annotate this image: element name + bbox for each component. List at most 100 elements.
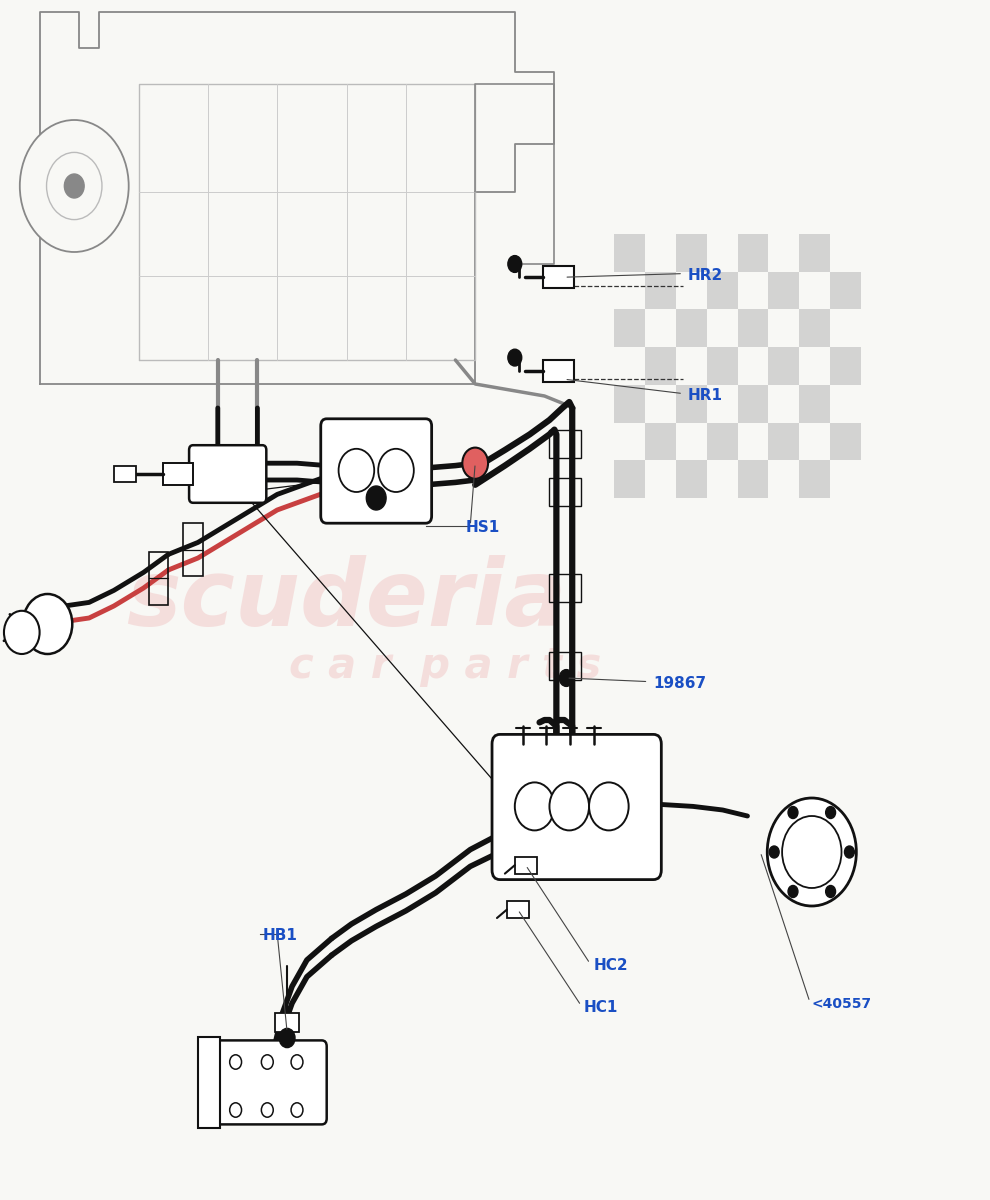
Bar [507, 901, 529, 918]
Bar [614, 234, 644, 271]
Text: c a r  p a r t s: c a r p a r t s [289, 646, 602, 686]
Circle shape [378, 449, 414, 492]
Circle shape [47, 152, 102, 220]
Bar [831, 234, 861, 271]
Circle shape [826, 806, 836, 818]
Circle shape [826, 886, 836, 898]
Text: HC1: HC1 [584, 1001, 619, 1015]
Bar [831, 422, 861, 461]
Bar [831, 385, 861, 422]
Bar [675, 422, 707, 461]
Bar [738, 385, 768, 422]
Circle shape [769, 846, 779, 858]
Bar [738, 271, 768, 310]
Bar [644, 271, 675, 310]
Bar [515, 857, 537, 874]
Bar [800, 234, 831, 271]
Bar [738, 461, 768, 498]
Bar [831, 461, 861, 498]
Circle shape [508, 256, 522, 272]
Text: 19867: 19867 [653, 677, 707, 691]
Bar [675, 385, 707, 422]
Bar [543, 266, 574, 288]
Bar [768, 385, 800, 422]
Bar [675, 347, 707, 385]
Circle shape [20, 120, 129, 252]
Bar [614, 385, 644, 422]
Circle shape [291, 1055, 303, 1069]
Bar [707, 422, 738, 461]
Bar [800, 310, 831, 347]
Bar [768, 271, 800, 310]
Bar [768, 461, 800, 498]
FancyBboxPatch shape [213, 1040, 327, 1124]
Bar [614, 422, 644, 461]
Circle shape [788, 806, 798, 818]
Bar [275, 1013, 299, 1032]
Bar [675, 234, 707, 271]
Circle shape [767, 798, 856, 906]
Circle shape [230, 1055, 242, 1069]
Bar [707, 385, 738, 422]
Circle shape [4, 611, 40, 654]
Circle shape [261, 1055, 273, 1069]
Bar [163, 463, 193, 485]
Text: HR2: HR2 [688, 269, 724, 283]
Text: HS1: HS1 [465, 521, 500, 535]
Bar [148, 552, 168, 605]
Circle shape [261, 1103, 273, 1117]
Circle shape [462, 448, 488, 479]
Bar [707, 234, 738, 271]
Bar [800, 461, 831, 498]
Bar [831, 347, 861, 385]
Text: HR1: HR1 [688, 389, 723, 403]
Bar [183, 523, 203, 576]
Bar [738, 234, 768, 271]
Bar [543, 360, 574, 382]
Bar [800, 271, 831, 310]
Bar [768, 310, 800, 347]
Bar [707, 347, 738, 385]
Circle shape [291, 1103, 303, 1117]
Circle shape [782, 816, 842, 888]
Bar [707, 271, 738, 310]
Circle shape [515, 782, 554, 830]
Bar [644, 461, 675, 498]
Bar [800, 385, 831, 422]
Circle shape [788, 886, 798, 898]
Circle shape [23, 594, 72, 654]
FancyBboxPatch shape [321, 419, 432, 523]
Bar [707, 310, 738, 347]
Bar [675, 271, 707, 310]
Bar [614, 271, 644, 310]
Circle shape [366, 486, 386, 510]
Circle shape [559, 670, 573, 686]
Bar [707, 461, 738, 498]
Bar [614, 461, 644, 498]
Bar [549, 478, 581, 506]
Circle shape [844, 846, 854, 858]
Bar [644, 385, 675, 422]
Circle shape [589, 782, 629, 830]
Bar [768, 234, 800, 271]
Bar [198, 1037, 220, 1128]
Text: scuderia: scuderia [127, 554, 566, 646]
Bar [831, 310, 861, 347]
Bar [114, 466, 136, 482]
Bar [549, 430, 581, 458]
FancyBboxPatch shape [492, 734, 661, 880]
Text: HB1: HB1 [262, 929, 297, 943]
Bar [675, 310, 707, 347]
Bar [644, 310, 675, 347]
Circle shape [230, 1103, 242, 1117]
Circle shape [339, 449, 374, 492]
Bar [738, 310, 768, 347]
Bar [644, 422, 675, 461]
Circle shape [64, 174, 84, 198]
Bar [675, 461, 707, 498]
Bar [768, 347, 800, 385]
FancyBboxPatch shape [189, 445, 266, 503]
Bar [800, 347, 831, 385]
Bar [614, 310, 644, 347]
Bar [549, 574, 581, 602]
